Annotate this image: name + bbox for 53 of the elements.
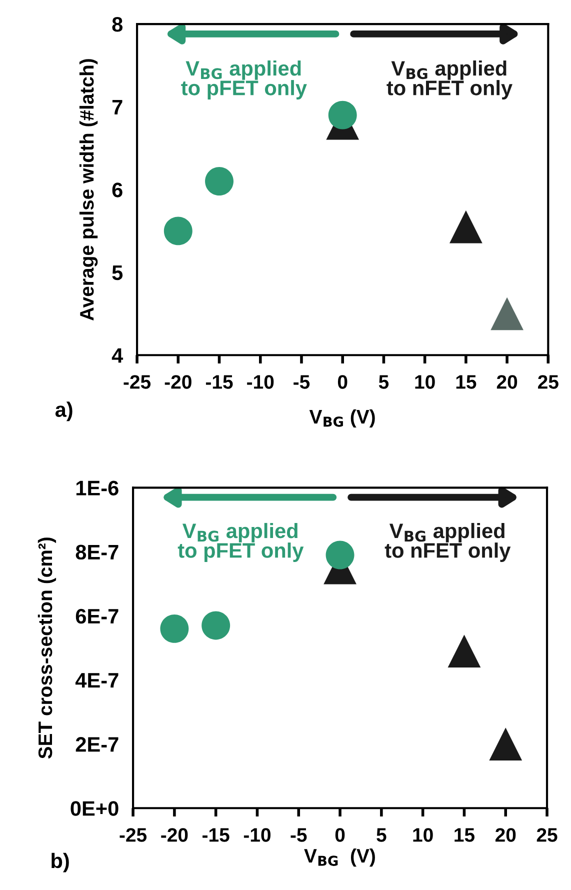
point — [326, 540, 354, 570]
y-tick-label: 4 — [112, 348, 124, 363]
annotation: V$_{BG}$ applied to pFET only — [178, 522, 304, 562]
y-tick-label: 0E+0 — [70, 801, 118, 816]
point — [489, 728, 522, 760]
x-tick-label: -5 — [290, 828, 307, 842]
point — [450, 210, 482, 244]
x-tick-label: 20 — [496, 375, 518, 389]
x-tick-label: 5 — [378, 375, 389, 389]
point — [164, 216, 192, 246]
y-tick-label: 7 — [112, 100, 122, 114]
x-tick-label: 15 — [454, 828, 474, 842]
y-tick-label: 1E-6 — [76, 480, 118, 496]
x-axis-title: V$_{BG}$ (V) — [304, 848, 375, 867]
point — [448, 634, 481, 668]
point — [160, 614, 189, 643]
x-tick-label: 10 — [413, 828, 433, 842]
y-tick-label: 8 — [112, 17, 123, 32]
x-tick-label: 15 — [456, 375, 476, 389]
point — [490, 297, 524, 330]
y-tick-label: 6 — [112, 182, 122, 198]
x-tick-label: 25 — [536, 828, 558, 842]
y-tick-label: 8E-7 — [76, 544, 118, 560]
text: a) — [55, 402, 72, 422]
x-tick-label: 5 — [376, 828, 386, 842]
x-axis-title: V$_{BG}$ (V) — [309, 409, 375, 428]
x-tick-label: 25 — [538, 375, 558, 389]
point — [205, 167, 234, 196]
y-tick-label: 5 — [112, 266, 123, 280]
y-axis-title: SET cross-section (cm²) — [38, 538, 56, 759]
x-tick-label: -15 — [206, 375, 233, 389]
x-tick-label: -20 — [161, 828, 188, 842]
annotation: V$_{BG}$ applied to nFET only — [386, 60, 512, 100]
x-tick-label: 0 — [338, 375, 348, 389]
x-tick-label: 20 — [495, 828, 516, 842]
x-tick-label: -25 — [120, 828, 147, 842]
x-tick-label: 0 — [335, 828, 345, 842]
y-tick-label: 2E-7 — [76, 737, 118, 752]
x-tick-label: -15 — [202, 828, 230, 842]
annotation: V$_{BG}$ applied to nFET only — [384, 522, 511, 562]
x-tick-label: -20 — [164, 375, 192, 389]
point — [202, 611, 230, 640]
y-axis-title: Average pulse width (#latch) — [79, 59, 98, 321]
x-tick-label: -10 — [244, 828, 270, 842]
y-tick-label: 6E-7 — [76, 608, 118, 624]
text: b) — [52, 852, 69, 872]
x-tick-label: -10 — [247, 375, 274, 389]
annotation: V$_{BG}$ applied to pFET only — [181, 60, 307, 100]
x-tick-label: -5 — [294, 375, 310, 389]
y-tick-label: 4E-7 — [75, 673, 118, 688]
x-tick-label: 10 — [415, 375, 435, 389]
point — [328, 100, 357, 130]
x-tick-label: -25 — [124, 375, 151, 389]
